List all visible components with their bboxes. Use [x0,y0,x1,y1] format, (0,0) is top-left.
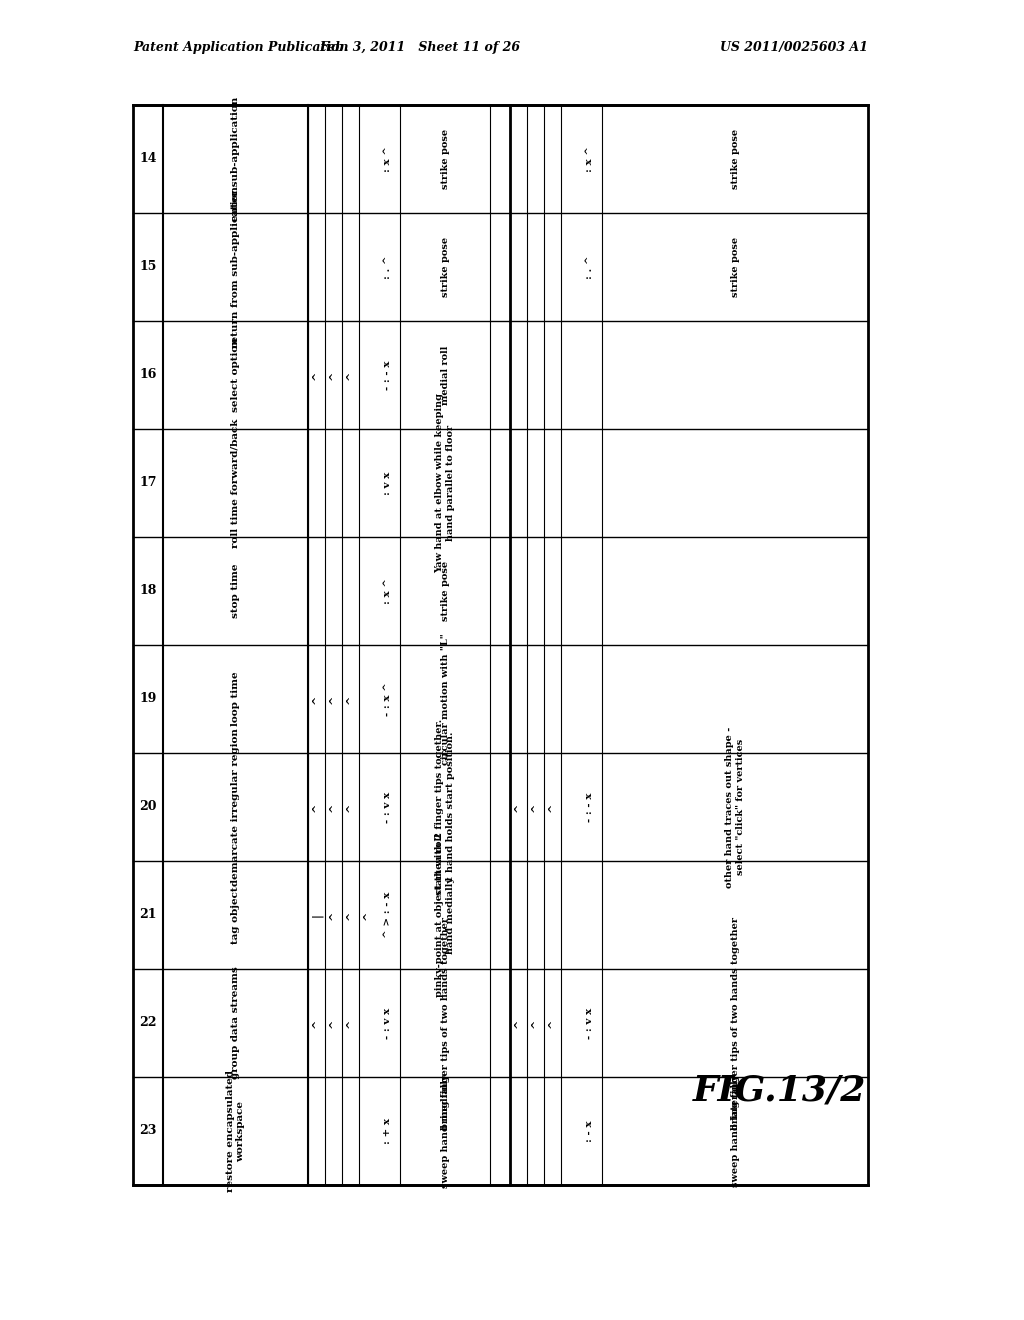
Text: tag object: tag object [231,886,240,944]
Text: ^: ^ [311,694,322,704]
Text: bring finger tips of two hands together: bring finger tips of two hands together [730,916,739,1130]
Text: 16: 16 [139,368,157,381]
Text: 23: 23 [139,1125,157,1138]
Text: strike pose: strike pose [730,129,739,189]
Text: restore encapsulated
workspace: restore encapsulated workspace [226,1071,245,1192]
Text: other hand traces out shape -
select "click" for vertices: other hand traces out shape - select "cl… [725,726,744,887]
Text: 21: 21 [139,908,157,921]
Text: demarcate irregular region: demarcate irregular region [231,729,240,886]
Text: strike pose: strike pose [440,129,450,189]
Text: pinky-point at object then roll
hand medially: pinky-point at object then roll hand med… [435,833,455,997]
Text: - : v x: - : v x [384,1007,392,1039]
Text: roll time forward/back: roll time forward/back [231,418,240,548]
Text: 18: 18 [139,585,157,598]
Text: ^: ^ [345,911,356,920]
Text: : . ^: : . ^ [586,255,595,279]
Text: - : x ^: - : x ^ [384,682,392,715]
Text: start with 2 finger tips together.
1 hand holds start position.: start with 2 finger tips together. 1 han… [435,719,455,895]
Text: ^ > : - x: ^ > : - x [384,892,392,939]
Text: ^: ^ [530,1018,541,1028]
Text: - : - x: - : - x [384,360,392,389]
Bar [133,106,868,1185]
Text: 22: 22 [139,1016,157,1030]
Text: sweep hand medially: sweep hand medially [440,1074,450,1188]
Text: ^: ^ [328,371,339,380]
Text: ^: ^ [345,1018,356,1028]
Text: US 2011/0025603 A1: US 2011/0025603 A1 [720,41,868,54]
Text: medial roll: medial roll [440,346,450,405]
Text: strike pose: strike pose [440,236,450,297]
Text: strike pose: strike pose [440,561,450,622]
Text: ^: ^ [547,1018,558,1028]
Text: Feb. 3, 2011   Sheet 11 of 26: Feb. 3, 2011 Sheet 11 of 26 [319,41,520,54]
Text: |: | [310,913,323,917]
Text: bring finger tips of two hands together: bring finger tips of two hands together [440,916,450,1130]
Text: ^: ^ [345,371,356,380]
Text: 19: 19 [139,693,157,705]
Text: sweep hand laterally: sweep hand laterally [730,1074,739,1187]
Text: - : v x: - : v x [384,792,392,822]
Text: select option: select option [231,338,240,412]
Text: stop time: stop time [231,564,240,618]
Text: 20: 20 [139,800,157,813]
Text: : . ^: : . ^ [384,255,392,279]
Text: : v x: : v x [384,471,392,495]
Text: ^: ^ [311,1018,322,1028]
Text: 14: 14 [139,153,157,165]
Text: group data streams: group data streams [231,966,240,1080]
Text: : x ^: : x ^ [384,578,392,605]
Text: - : v x: - : v x [586,1007,595,1039]
Text: ^: ^ [547,803,558,812]
Text: return from sub-application: return from sub-application [231,186,240,348]
Text: ^: ^ [328,694,339,704]
Text: enter sub-application: enter sub-application [231,96,240,222]
Text: : - x: : - x [586,1121,595,1142]
Text: Patent Application Publication: Patent Application Publication [133,41,348,54]
Text: ^: ^ [311,803,322,812]
Text: : x ^: : x ^ [384,147,392,172]
Text: ^: ^ [328,803,339,812]
Text: Yaw hand at elbow while keeping
hand parallel to floor: Yaw hand at elbow while keeping hand par… [435,393,455,573]
Text: : + x: : + x [384,1118,392,1144]
Text: 17: 17 [139,477,157,490]
Text: ^: ^ [513,1018,524,1028]
Text: - : - x: - : - x [586,792,595,821]
Text: ^: ^ [345,803,356,812]
Text: loop time: loop time [231,672,240,726]
Text: strike pose: strike pose [730,236,739,297]
Text: ^: ^ [328,911,339,920]
Text: : x ^: : x ^ [586,147,595,172]
Text: ^: ^ [328,1018,339,1028]
Text: 15: 15 [139,260,157,273]
Text: ^: ^ [362,911,373,920]
Text: ^: ^ [513,803,524,812]
Text: FIG.13/2: FIG.13/2 [693,1073,866,1107]
Text: ^: ^ [530,803,541,812]
Text: circular motion with "L": circular motion with "L" [440,634,450,764]
Text: ^: ^ [345,694,356,704]
Text: ^: ^ [311,371,322,380]
